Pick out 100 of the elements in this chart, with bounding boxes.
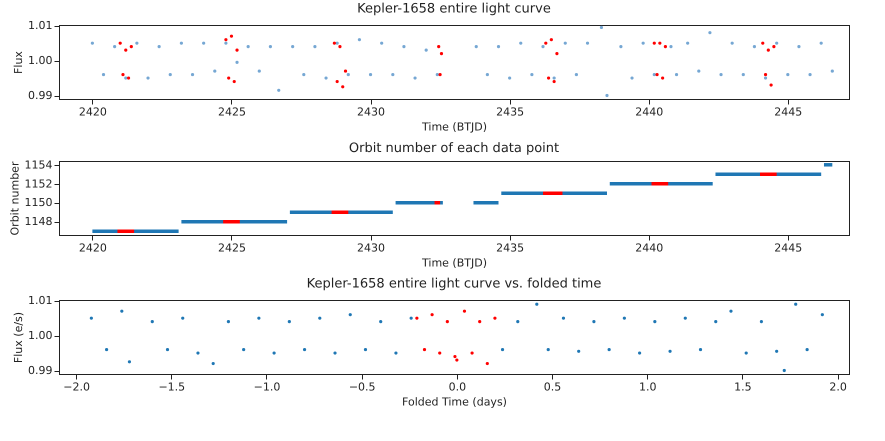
- point: [118, 42, 122, 45]
- point: [535, 302, 538, 306]
- point: [592, 320, 596, 324]
- x-tick-label: −1.0: [254, 380, 280, 394]
- point: [698, 348, 702, 352]
- x-tick-label: 2435: [496, 106, 524, 118]
- point: [341, 85, 344, 88]
- x-tick-label: −2.0: [63, 380, 90, 394]
- x-tick-label: 2430: [357, 106, 386, 118]
- point: [440, 52, 444, 56]
- y-axis-title: Flux (e/s): [12, 312, 26, 364]
- chart-title: Kepler-1658 entire light curve: [357, 2, 551, 17]
- point: [196, 351, 200, 355]
- y-tick-label: 1.01: [28, 294, 52, 308]
- point: [486, 362, 489, 366]
- x-tick-label: 0.5: [544, 380, 562, 394]
- x-tick-label: 2420: [78, 106, 107, 118]
- point: [446, 320, 449, 324]
- point: [344, 70, 348, 73]
- point: [120, 310, 124, 313]
- point: [364, 348, 368, 352]
- chart-title: Kepler-1658 entire light curve vs. folded time: [306, 276, 602, 292]
- point: [516, 320, 520, 324]
- point: [820, 313, 824, 316]
- point: [257, 316, 260, 320]
- point: [348, 313, 352, 316]
- point: [664, 45, 667, 48]
- point: [770, 83, 773, 87]
- point: [761, 42, 764, 45]
- x-tick-label: 2440: [635, 242, 664, 254]
- y-tick-label: 1.01: [28, 19, 52, 32]
- point: [470, 351, 474, 355]
- point: [653, 320, 656, 324]
- point: [655, 72, 659, 76]
- point: [608, 348, 611, 352]
- point: [775, 350, 778, 353]
- x-tick-label: 2420: [78, 242, 107, 254]
- point: [415, 316, 418, 320]
- x-axis-title: Folded Time (days): [402, 396, 507, 408]
- x-tick-label: 2440: [635, 106, 664, 118]
- x-tick-label: −1.5: [158, 380, 186, 394]
- point: [652, 42, 656, 45]
- point: [562, 316, 566, 320]
- x-tick-label: 2445: [774, 106, 802, 118]
- point: [130, 45, 133, 48]
- point: [500, 348, 504, 352]
- point: [232, 80, 236, 84]
- point: [242, 348, 246, 352]
- point: [379, 320, 382, 324]
- point: [394, 351, 398, 355]
- y-axis-title: Orbit number: [8, 161, 22, 236]
- point: [124, 48, 128, 52]
- point: [577, 350, 580, 353]
- point: [318, 316, 322, 320]
- point: [212, 362, 215, 366]
- point: [455, 358, 458, 362]
- point: [714, 320, 718, 324]
- point: [544, 42, 548, 45]
- point: [90, 316, 93, 320]
- point: [126, 76, 130, 80]
- point: [166, 348, 170, 352]
- y-tick-label: 1150: [24, 196, 52, 210]
- point: [766, 48, 770, 52]
- point: [744, 351, 748, 355]
- point: [438, 351, 442, 355]
- point: [150, 320, 154, 324]
- point: [638, 351, 642, 355]
- point: [333, 351, 337, 355]
- point: [462, 310, 466, 313]
- x-tick-label: 2445: [774, 242, 802, 254]
- point: [546, 76, 550, 80]
- x-tick-label: 2.0: [829, 380, 847, 394]
- point: [552, 80, 556, 84]
- point: [546, 348, 550, 352]
- y-tick-label: 1148: [24, 215, 52, 228]
- point: [438, 72, 442, 76]
- point: [226, 320, 230, 324]
- point: [181, 316, 184, 320]
- point: [410, 316, 413, 320]
- point: [668, 350, 672, 353]
- y-tick-label: 0.99: [28, 364, 52, 378]
- point: [729, 310, 733, 313]
- point: [336, 80, 339, 84]
- point: [782, 368, 786, 372]
- x-tick-label: 0.0: [448, 380, 466, 394]
- x-tick-label: 2425: [218, 242, 246, 254]
- x-axis-title: Time (BTJD): [421, 120, 487, 134]
- y-tick-label: 1152: [24, 177, 52, 190]
- point: [550, 38, 553, 42]
- point: [272, 351, 276, 355]
- y-tick-label: 1.00: [28, 329, 52, 342]
- point: [622, 316, 626, 320]
- point: [772, 45, 776, 48]
- point: [430, 313, 434, 316]
- x-tick-label: 2425: [218, 106, 246, 118]
- point: [453, 354, 457, 358]
- point: [478, 320, 482, 324]
- point: [230, 34, 234, 38]
- point: [224, 38, 228, 42]
- point: [661, 76, 664, 80]
